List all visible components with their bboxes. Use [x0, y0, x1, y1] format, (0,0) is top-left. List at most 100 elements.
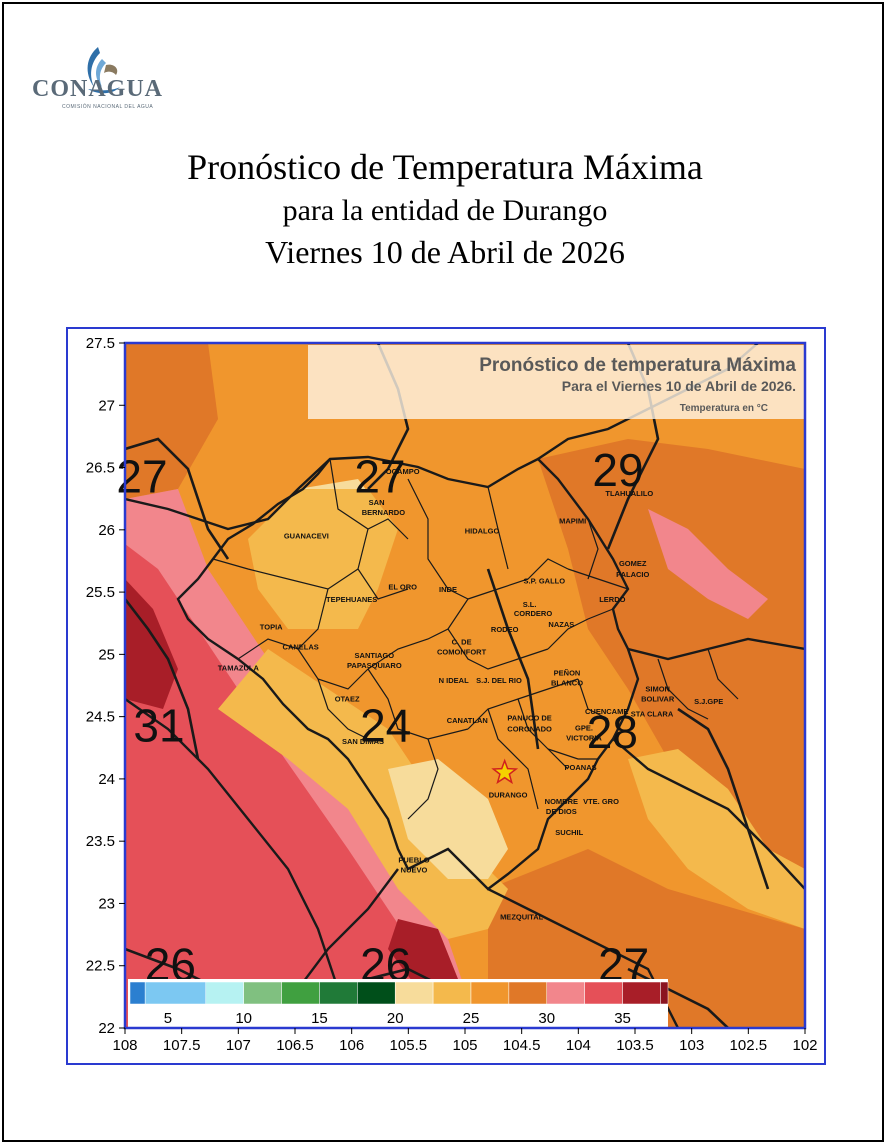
municipality-label: CORONADO [507, 725, 552, 734]
lon-tick-label: 105.5 [390, 1037, 428, 1054]
lat-tick-label: 27 [98, 397, 115, 414]
municipality-label: TAMAZULA [218, 664, 260, 673]
lon-tick-label: 102.5 [730, 1037, 768, 1054]
inset-date: Para el Viernes 10 de Abril de 2026. [562, 378, 796, 394]
municipality-label: NOMBRE [545, 797, 578, 806]
legend-label: 35 [614, 1010, 631, 1027]
field-inner-darkred [388, 919, 458, 989]
municipality-label: PUEBLO [398, 855, 429, 864]
lon-tick-label: 104.5 [503, 1037, 541, 1054]
lon-tick-label: 107.5 [163, 1037, 201, 1054]
inset-box-background [308, 345, 804, 419]
lon-tick-label: 106 [339, 1037, 364, 1054]
lat-tick-label: 23.5 [86, 833, 115, 850]
municipality-label: CANATLAN [447, 716, 488, 725]
field-west-warm [125, 343, 218, 499]
page-subtitle: para la entidad de Durango [282, 194, 608, 227]
state-boundaries [125, 343, 805, 1028]
municipality-label: PALACIO [616, 570, 649, 579]
legend-swatch [205, 981, 244, 1005]
field-east-pink [648, 509, 768, 619]
legend-swatch [622, 981, 661, 1005]
municipality-label: TOPIA [260, 622, 283, 631]
legend-swatch [546, 981, 585, 1005]
legend-swatch [129, 981, 146, 1005]
legend-swatch [508, 981, 548, 1005]
municipality-label: NAZAS [548, 620, 574, 629]
conagua-logo [87, 47, 120, 94]
color-legend: 5 10 15 20 25 30 35 [128, 979, 669, 1027]
lon-tick-label: 105 [452, 1037, 477, 1054]
legend-swatch [243, 981, 282, 1005]
municipality-label: PAPASQUIARO [347, 661, 402, 670]
municipality-label: CUENCAME [585, 707, 628, 716]
lon-tick-label: 104 [566, 1037, 591, 1054]
municipality-label: DE DIOS [546, 807, 577, 816]
municipality-label: PANUCO DE [507, 713, 551, 722]
municipality-label: LERDO [599, 595, 625, 604]
municipality-label: N IDEAL [439, 676, 469, 685]
inset-title: Pronóstico de temperatura Máxima [479, 355, 796, 376]
temperature-field [125, 343, 805, 1028]
lon-tick-label: 108 [112, 1037, 137, 1054]
lon-tick-label: 103.5 [616, 1037, 654, 1054]
legend-label: 25 [463, 1010, 480, 1027]
contour-label: 28 [587, 706, 638, 758]
legend-swatch [394, 981, 434, 1005]
municipality-label: EL ORO [388, 583, 417, 592]
page-title: Pronóstico de Temperatura Máxima [187, 147, 703, 187]
lat-tick-label: 22.5 [86, 958, 115, 975]
municipality-label: BLANCO [551, 679, 583, 688]
municipality-label: DURANGO [489, 791, 528, 800]
neighbor-boundary-north [125, 458, 331, 531]
contour-label: 27 [354, 450, 405, 502]
municipality-label: BERNARDO [362, 508, 406, 517]
municipality-label: VTE. GRO [583, 797, 619, 806]
contour-label: 29 [592, 444, 643, 496]
lat-tick-label: 27.5 [86, 335, 115, 352]
municipality-label: TLAHUALILO [605, 489, 653, 498]
municipality-label: S.J. DEL RIO [476, 676, 522, 685]
legend-swatch [319, 981, 358, 1005]
field-coast-darkred [125, 579, 178, 709]
municipality-label: C. DE [452, 637, 472, 646]
municipality-label: RODEO [491, 625, 519, 634]
municipality-label: STA CLARA [631, 710, 674, 719]
municipality-label: SUCHIL [555, 828, 583, 837]
municipality-label: S.J.GPE [694, 697, 723, 706]
legend-swatch [144, 981, 207, 1005]
inset-units: Temperatura en °C [680, 403, 768, 414]
municipality-label: CANELAS [283, 642, 319, 651]
municipality-label: GOMEZ [619, 559, 647, 568]
page-date: Viernes 10 de Abril de 2026 [265, 234, 625, 270]
municipality-label: NUEVO [401, 865, 428, 874]
municipality-label: OCAMPO [386, 467, 420, 476]
municipality-label: GPE. [575, 723, 593, 732]
municipality-label: COMONFORT [437, 647, 487, 656]
lat-tick-label: 24.5 [86, 709, 115, 726]
legend-label: 20 [387, 1010, 404, 1027]
latitude-axis: 27.5 27 26.5 26 25.5 25 24.5 24 23.5 23 22.5 22 [86, 335, 125, 1037]
municipality-label: VICTORIA [566, 733, 602, 742]
legend-swatch [357, 981, 396, 1005]
lat-tick-label: 23 [98, 895, 115, 912]
lat-tick-label: 25 [98, 646, 115, 663]
municipality-label: SANTIAGO [355, 651, 395, 660]
capital-marker [491, 758, 519, 785]
logo-wordmark: CONAGUA [32, 76, 163, 102]
lat-tick-label: 22 [98, 1020, 115, 1037]
lon-tick-label: 102 [792, 1037, 817, 1054]
field-core-pale [388, 759, 508, 879]
lon-tick-label: 107 [226, 1037, 251, 1054]
municipality-label: S.L. [523, 600, 537, 609]
longitude-axis: 108 107.5 107 106.5 106 105.5 105 104.5 104 103.5… [112, 1028, 818, 1054]
legend-label: 30 [538, 1010, 555, 1027]
municipality-label: TEPEHUANES [326, 595, 377, 604]
municipality-label: CORDERO [514, 609, 553, 618]
field-east-warm [538, 439, 805, 889]
municipality-label: BOLIVAR [641, 695, 675, 704]
legend-swatch [432, 981, 472, 1005]
